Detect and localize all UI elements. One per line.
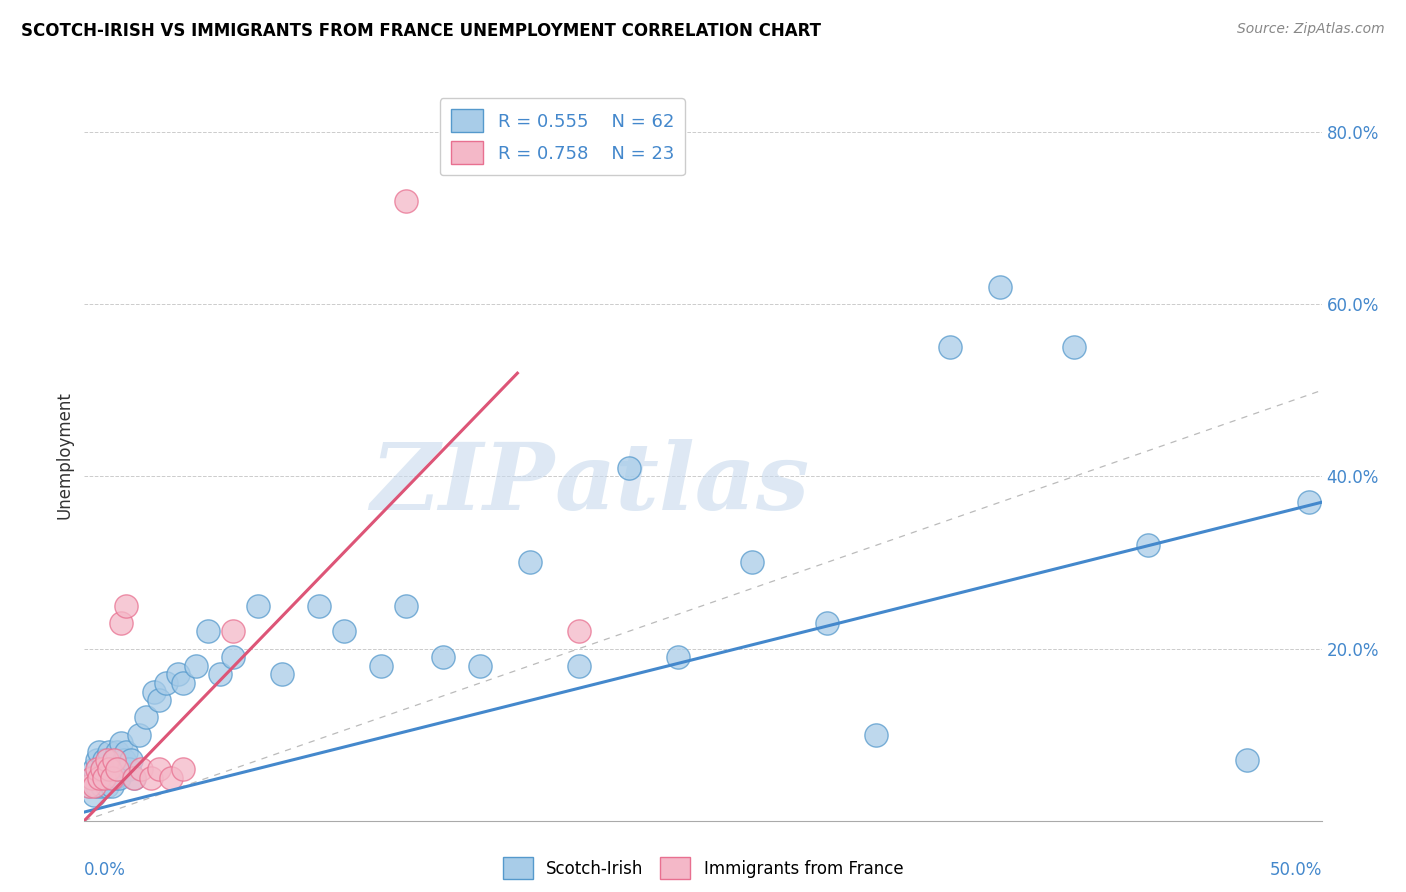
Point xyxy=(333,624,356,639)
Point xyxy=(100,779,122,793)
Point xyxy=(122,771,145,785)
Point xyxy=(1236,753,1258,767)
Text: SCOTCH-IRISH VS IMMIGRANTS FROM FRANCE UNEMPLOYMENT CORRELATION CHART: SCOTCH-IRISH VS IMMIGRANTS FROM FRANCE U… xyxy=(21,22,821,40)
Point xyxy=(86,753,108,767)
Point xyxy=(89,771,111,785)
Point xyxy=(1137,538,1160,552)
Point xyxy=(666,650,689,665)
Point xyxy=(105,762,128,776)
Point xyxy=(83,762,105,776)
Point xyxy=(100,762,122,776)
Point xyxy=(100,771,122,785)
Point xyxy=(172,762,194,776)
Point xyxy=(93,771,115,785)
Point xyxy=(96,753,118,767)
Point xyxy=(120,753,142,767)
Point xyxy=(79,779,101,793)
Point xyxy=(815,615,838,630)
Text: Source: ZipAtlas.com: Source: ZipAtlas.com xyxy=(1237,22,1385,37)
Point xyxy=(148,693,170,707)
Point xyxy=(80,771,103,785)
Point xyxy=(79,779,101,793)
Y-axis label: Unemployment: Unemployment xyxy=(55,391,73,519)
Point xyxy=(98,762,121,776)
Point xyxy=(103,753,125,767)
Point xyxy=(93,753,115,767)
Point xyxy=(115,745,138,759)
Point xyxy=(86,762,108,776)
Point xyxy=(89,771,111,785)
Point xyxy=(271,667,294,681)
Point xyxy=(470,658,492,673)
Point xyxy=(988,280,1011,294)
Point xyxy=(142,684,165,698)
Point xyxy=(96,762,118,776)
Point xyxy=(98,745,121,759)
Point xyxy=(108,771,131,785)
Point xyxy=(129,762,152,776)
Point xyxy=(105,762,128,776)
Point xyxy=(370,658,392,673)
Point xyxy=(135,710,157,724)
Point xyxy=(118,762,141,776)
Point xyxy=(90,762,112,776)
Point xyxy=(141,771,163,785)
Point xyxy=(90,762,112,776)
Point xyxy=(155,676,177,690)
Point xyxy=(395,194,418,208)
Point xyxy=(741,556,763,570)
Point xyxy=(103,771,125,785)
Point xyxy=(167,667,190,681)
Point xyxy=(98,771,121,785)
Point xyxy=(90,779,112,793)
Point xyxy=(568,624,591,639)
Text: 50.0%: 50.0% xyxy=(1270,861,1322,879)
Point xyxy=(83,788,105,802)
Point xyxy=(103,753,125,767)
Point xyxy=(115,599,138,613)
Point xyxy=(112,753,135,767)
Point xyxy=(80,771,103,785)
Point xyxy=(96,779,118,793)
Point xyxy=(122,771,145,785)
Point xyxy=(148,762,170,776)
Point xyxy=(308,599,330,613)
Point xyxy=(568,658,591,673)
Point xyxy=(86,779,108,793)
Point xyxy=(1063,340,1085,354)
Point xyxy=(110,736,132,750)
Legend: Scotch-Irish, Immigrants from France: Scotch-Irish, Immigrants from France xyxy=(496,851,910,886)
Point xyxy=(83,779,105,793)
Text: 0.0%: 0.0% xyxy=(84,861,127,879)
Point xyxy=(519,556,541,570)
Point xyxy=(209,667,232,681)
Text: atlas: atlas xyxy=(554,439,810,529)
Point xyxy=(432,650,454,665)
Point xyxy=(105,745,128,759)
Point xyxy=(89,745,111,759)
Point xyxy=(395,599,418,613)
Point xyxy=(222,624,245,639)
Point xyxy=(93,771,115,785)
Point xyxy=(865,728,887,742)
Point xyxy=(128,728,150,742)
Point xyxy=(197,624,219,639)
Point xyxy=(160,771,183,785)
Point xyxy=(172,676,194,690)
Point xyxy=(1298,495,1320,509)
Point xyxy=(617,460,640,475)
Point xyxy=(939,340,962,354)
Point xyxy=(184,658,207,673)
Point xyxy=(246,599,269,613)
Text: ZIP: ZIP xyxy=(370,439,554,529)
Point xyxy=(110,615,132,630)
Point xyxy=(222,650,245,665)
Point xyxy=(110,762,132,776)
